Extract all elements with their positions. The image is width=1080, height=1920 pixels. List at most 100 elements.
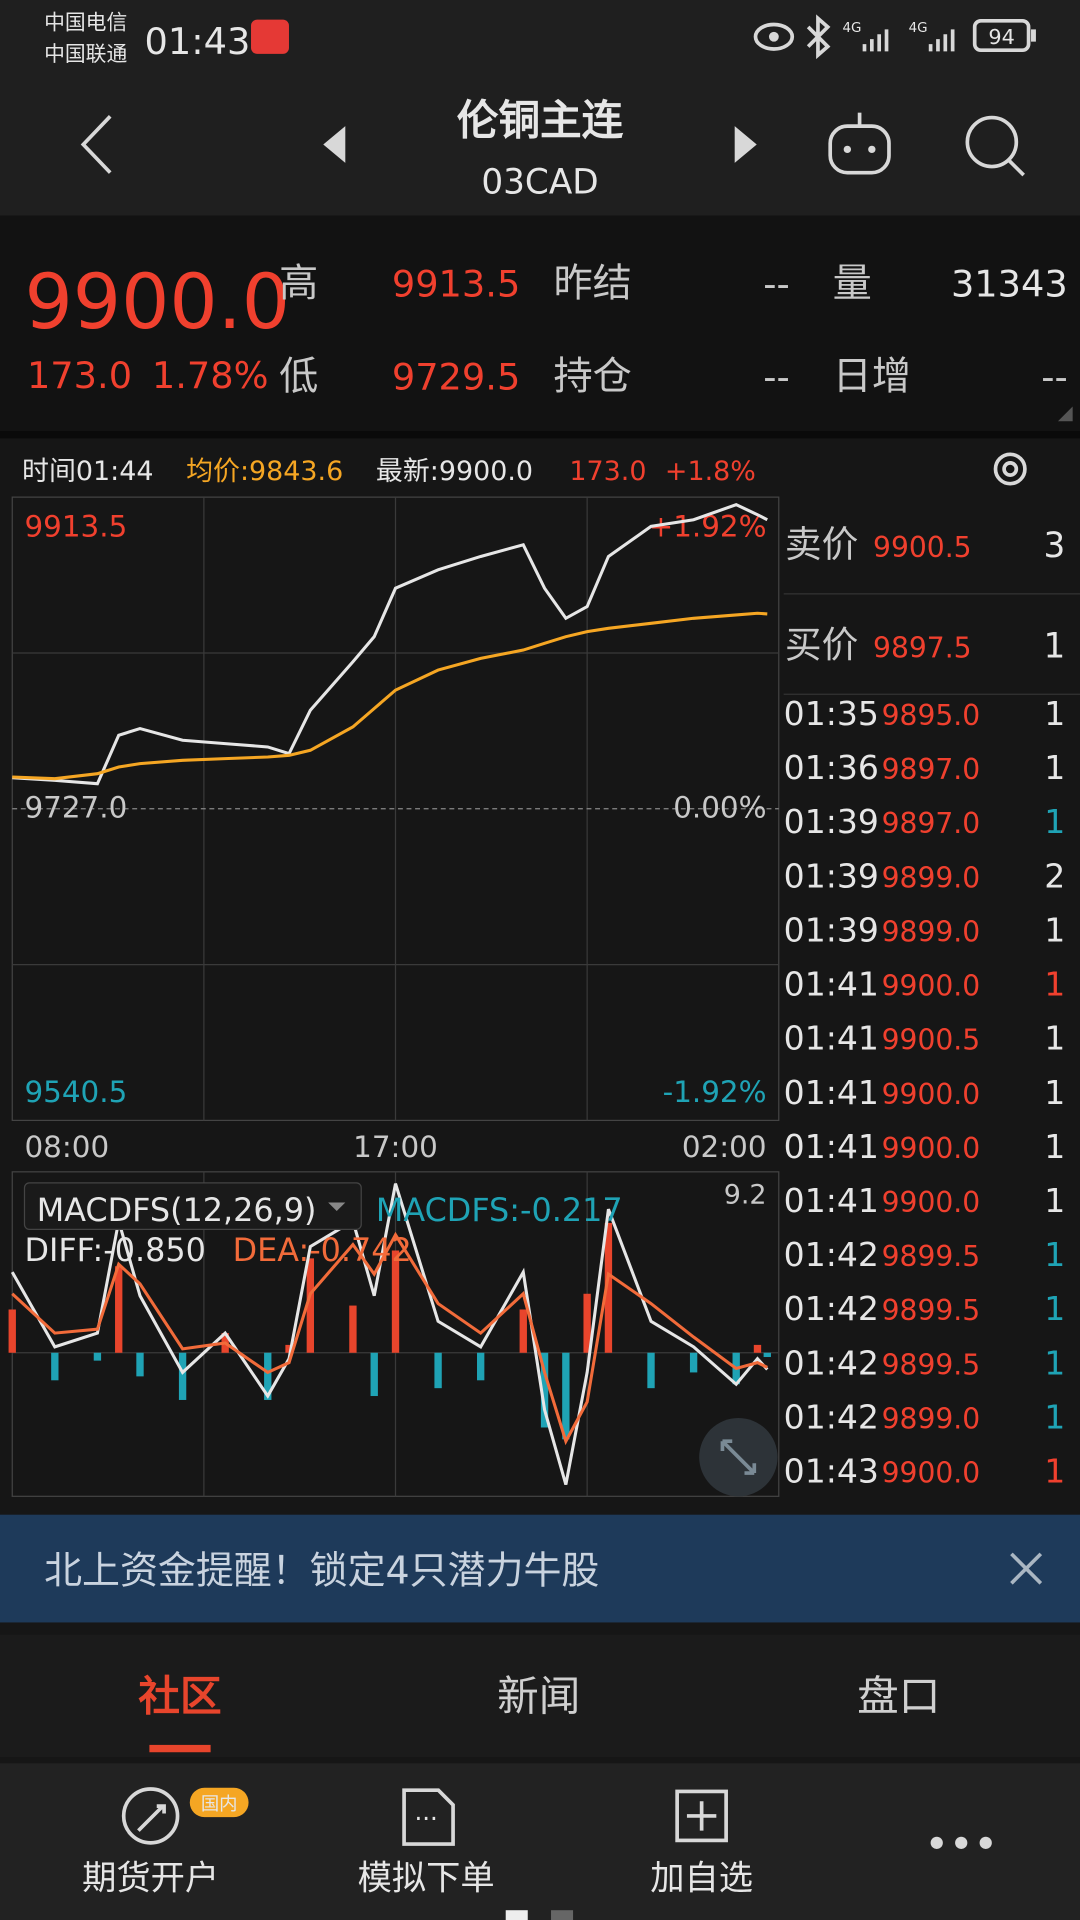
toolbar-label[interactable]: 模拟下单 bbox=[358, 1858, 495, 1898]
tab[interactable]: 新闻 bbox=[497, 1672, 580, 1721]
prev-button[interactable] bbox=[323, 126, 346, 163]
macd-bar bbox=[519, 1309, 527, 1353]
field-value: -- bbox=[763, 262, 790, 305]
trade-price: 9899.0 bbox=[882, 915, 981, 948]
info-change: 173.0 bbox=[569, 456, 646, 487]
battery-icon bbox=[972, 18, 1031, 53]
legend-text: MACDFS:-0.217 bbox=[376, 1191, 623, 1229]
trade-time: 01:39 bbox=[784, 910, 879, 949]
page-indicator bbox=[505, 1910, 528, 1920]
watch-icon[interactable] bbox=[675, 1789, 728, 1843]
macd-bar bbox=[583, 1293, 591, 1353]
trade-price: 9900.0 bbox=[882, 970, 981, 1003]
info-avg: 均价:9843.6 bbox=[186, 456, 343, 487]
back-button[interactable] bbox=[80, 115, 112, 174]
network: 4G bbox=[909, 21, 928, 36]
trade-volume: 1 bbox=[1044, 1397, 1065, 1436]
tab-bar bbox=[0, 1634, 1080, 1758]
more-button[interactable] bbox=[930, 1836, 992, 1849]
trade-volume: 1 bbox=[1044, 748, 1065, 787]
book-volume: 3 bbox=[1043, 526, 1065, 566]
dropdown-arrow bbox=[328, 1202, 346, 1212]
simulate-icon: ··· bbox=[414, 1804, 437, 1833]
y-tick-label: 9.2 bbox=[724, 1180, 767, 1211]
tab[interactable]: 社区 bbox=[138, 1672, 221, 1721]
badge bbox=[189, 1787, 249, 1818]
trade-price: 9895.0 bbox=[882, 699, 981, 732]
trade-time: 01:43 bbox=[784, 1452, 879, 1491]
x-tick-label: 08:00 bbox=[24, 1130, 109, 1164]
app-icon bbox=[251, 19, 289, 54]
macd-bar bbox=[136, 1352, 144, 1377]
trade-price: 9899.5 bbox=[882, 1294, 981, 1327]
trade-price: 9900.0 bbox=[882, 1186, 981, 1219]
book-label: 卖价 bbox=[785, 523, 858, 566]
indicator-select[interactable] bbox=[23, 1182, 362, 1230]
signal-icon bbox=[862, 29, 955, 52]
price-line bbox=[12, 503, 768, 786]
macd-line bbox=[10, 1183, 769, 1485]
banner-close[interactable] bbox=[1010, 1552, 1043, 1585]
clock: 01:43 bbox=[144, 20, 250, 63]
macd-bar bbox=[562, 1352, 570, 1440]
macd-bar bbox=[391, 1250, 400, 1353]
macd-bar bbox=[115, 1266, 123, 1353]
trade-price: 9899.5 bbox=[882, 1240, 981, 1273]
charts: 9913.5 +1.92%9727.0 0.00%9540.5 -1.92%08:00… bbox=[8, 496, 780, 1497]
legend-text: MACDFS(12,26,9) bbox=[37, 1191, 317, 1229]
toolbar-label[interactable]: 期货开户 bbox=[82, 1858, 219, 1898]
macd-bar bbox=[285, 1344, 293, 1353]
search-button[interactable] bbox=[965, 115, 1019, 169]
trade-price: 9900.0 bbox=[882, 1132, 981, 1165]
change: 173.0 bbox=[27, 354, 132, 397]
field-label: 低 bbox=[279, 354, 318, 399]
banner[interactable] bbox=[0, 1514, 1080, 1623]
book-price: 9900.5 bbox=[873, 531, 972, 564]
toolbar-label[interactable]: 加自选 bbox=[650, 1858, 753, 1898]
macd-bar bbox=[93, 1352, 102, 1361]
field-label: 日增 bbox=[833, 354, 911, 399]
eye-icon bbox=[768, 31, 779, 42]
macd-line bbox=[11, 1231, 768, 1446]
header-bg bbox=[0, 0, 1080, 216]
price-line bbox=[12, 611, 768, 781]
y2-tick-label: 0.00% bbox=[673, 790, 766, 824]
trade-price: 9900.5 bbox=[882, 1024, 981, 1057]
book-label: 买价 bbox=[785, 624, 858, 667]
legend-text: DIFF:-0.850 bbox=[24, 1231, 205, 1269]
field-value: -- bbox=[1041, 355, 1068, 398]
field-value: 31343 bbox=[951, 262, 1068, 305]
trade-price: 9899.5 bbox=[882, 1348, 981, 1381]
macd-bar bbox=[604, 1222, 613, 1353]
x-tick-label: 02:00 bbox=[682, 1130, 767, 1164]
carrier: 中国联通 bbox=[44, 42, 127, 66]
trade-time: 01:41 bbox=[784, 1127, 879, 1166]
trade-time: 01:42 bbox=[784, 1289, 879, 1328]
macd-bar bbox=[8, 1309, 16, 1353]
next-button[interactable] bbox=[734, 126, 757, 163]
y-tick-label: 9913.5 bbox=[24, 509, 127, 543]
trade-price: 9897.0 bbox=[882, 807, 981, 840]
book-volume: 1 bbox=[1043, 627, 1065, 667]
settings-button[interactable] bbox=[993, 452, 1027, 486]
subtitle: 03CAD bbox=[481, 162, 598, 202]
page-indicator bbox=[551, 1910, 574, 1920]
trade-volume: 1 bbox=[1044, 1127, 1065, 1166]
trade-volume: 1 bbox=[1044, 1019, 1065, 1058]
macd-bar bbox=[370, 1352, 378, 1397]
field-label: 昨结 bbox=[553, 261, 631, 306]
battery-level: 94 bbox=[988, 25, 1014, 49]
watch-icon bbox=[686, 1801, 717, 1831]
trade-time: 01:42 bbox=[784, 1397, 879, 1436]
trade-volume: 1 bbox=[1044, 910, 1065, 949]
account-icon[interactable] bbox=[121, 1787, 180, 1845]
quote-bg bbox=[0, 215, 1080, 432]
tab[interactable]: 盘口 bbox=[857, 1672, 940, 1721]
macd-bar bbox=[753, 1344, 762, 1353]
banner-text: 北上资金提醒！锁定4只潜力牛股 bbox=[44, 1548, 599, 1592]
trade-volume: 1 bbox=[1044, 1181, 1065, 1220]
divider bbox=[0, 431, 1080, 439]
simulate-icon[interactable] bbox=[402, 1788, 455, 1846]
battery-icon bbox=[1031, 29, 1036, 42]
order-book: 卖价 9900.5 3 买价 9897.5 1 01:35 9895.0 1 01:36 9897.… bbox=[784, 523, 1080, 1491]
